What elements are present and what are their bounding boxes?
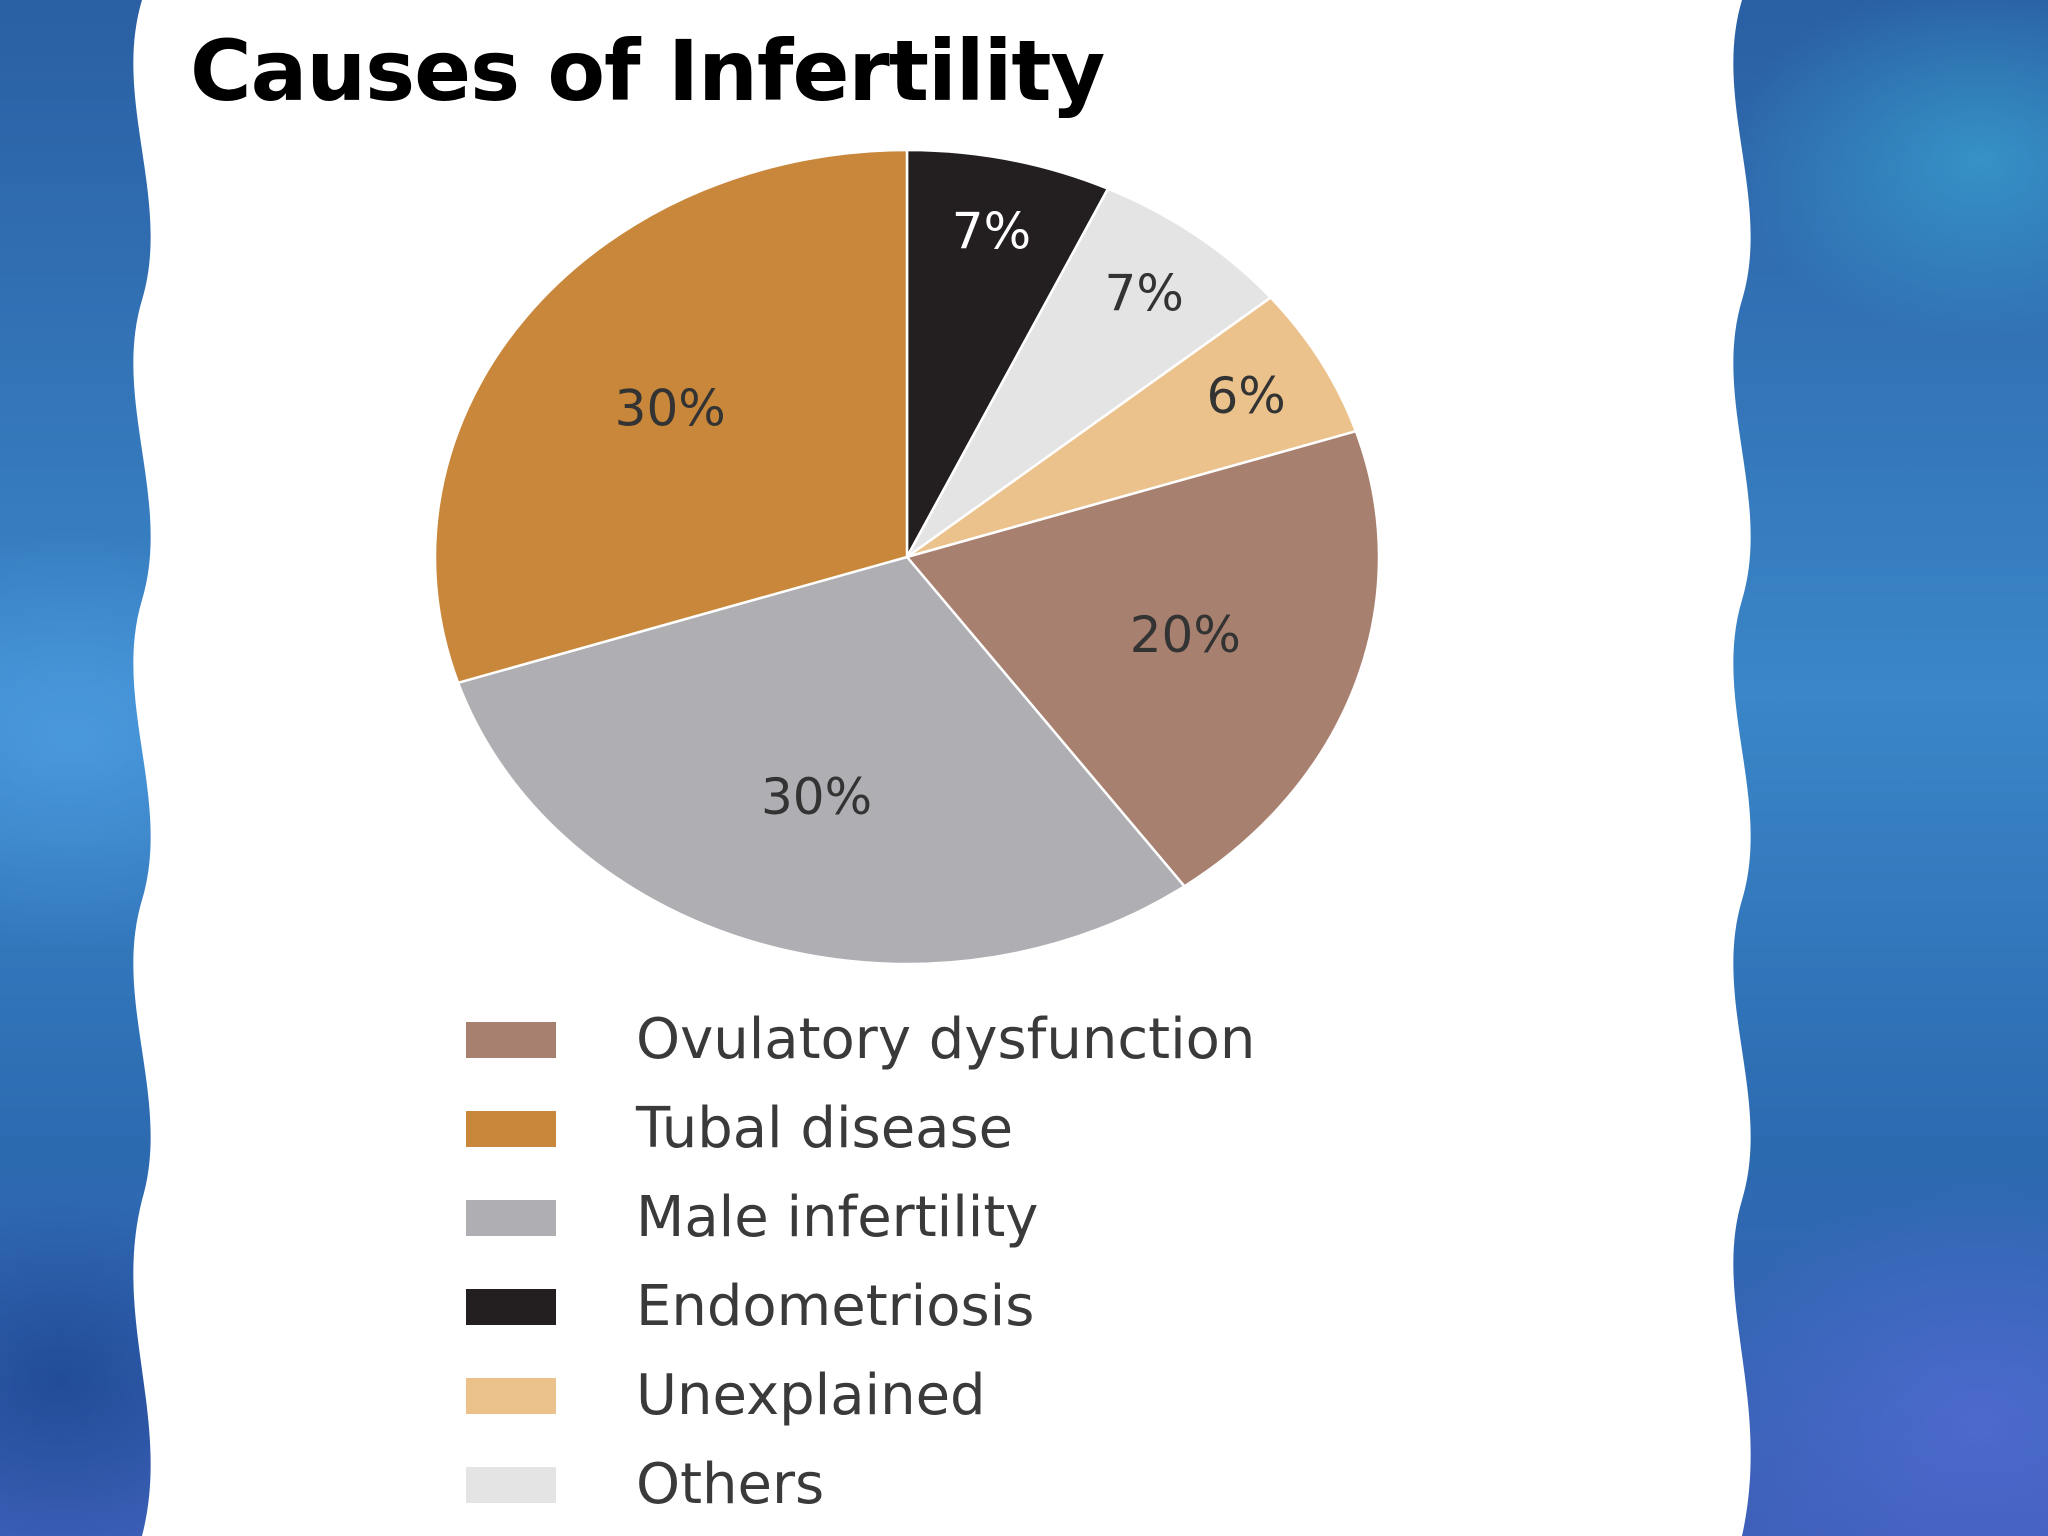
- legend-swatch: [466, 1377, 556, 1414]
- legend-swatch: [466, 1288, 556, 1325]
- slice-value-label-male-infertility: 30%: [761, 768, 872, 826]
- pie-slice-ovulatory-dysfunction: [904, 429, 1381, 888]
- pie-slice-unexplained: [906, 295, 1358, 559]
- legend-label: Male infertility: [636, 1185, 1039, 1250]
- legend-item-unexplained: Unexplained: [466, 1351, 1255, 1440]
- legend-label: Tubal disease: [636, 1096, 1014, 1161]
- pie-slice-tubal-disease: [433, 148, 909, 685]
- legend-item-others: Others: [466, 1440, 1255, 1529]
- slice-value-label-ovulatory-dysfunction: 20%: [1130, 606, 1241, 664]
- legend-label: Endometriosis: [636, 1274, 1035, 1339]
- chart-title: Causes of Infertility: [190, 22, 1105, 120]
- legend-swatch: [466, 1021, 556, 1058]
- slice-value-label-others: 7%: [1105, 264, 1184, 322]
- legend-item-endometriosis: Endometriosis: [466, 1262, 1255, 1351]
- pie-slice-others: [905, 187, 1273, 559]
- legend-item-tubal-disease: Tubal disease: [466, 1084, 1255, 1173]
- legend-swatch: [466, 1466, 556, 1503]
- chart-legend: Ovulatory dysfunction Tubal disease Male i…: [466, 995, 1255, 1529]
- legend-item-ovulatory-dysfunction: Ovulatory dysfunction: [466, 995, 1255, 1084]
- pie-slice-male-infertility: [456, 555, 1187, 966]
- legend-label: Unexplained: [636, 1363, 986, 1428]
- legend-label: Ovulatory dysfunction: [636, 1007, 1256, 1072]
- slice-value-label-tubal-disease: 30%: [615, 380, 726, 438]
- legend-label: Others: [636, 1452, 825, 1517]
- legend-swatch: [466, 1110, 556, 1147]
- slice-value-label-endometriosis: 7%: [952, 202, 1031, 260]
- legend-item-male-infertility: Male infertility: [466, 1173, 1255, 1262]
- pie-slice-endometriosis: [905, 148, 1110, 558]
- slice-value-label-unexplained: 6%: [1207, 367, 1286, 425]
- legend-swatch: [466, 1199, 556, 1236]
